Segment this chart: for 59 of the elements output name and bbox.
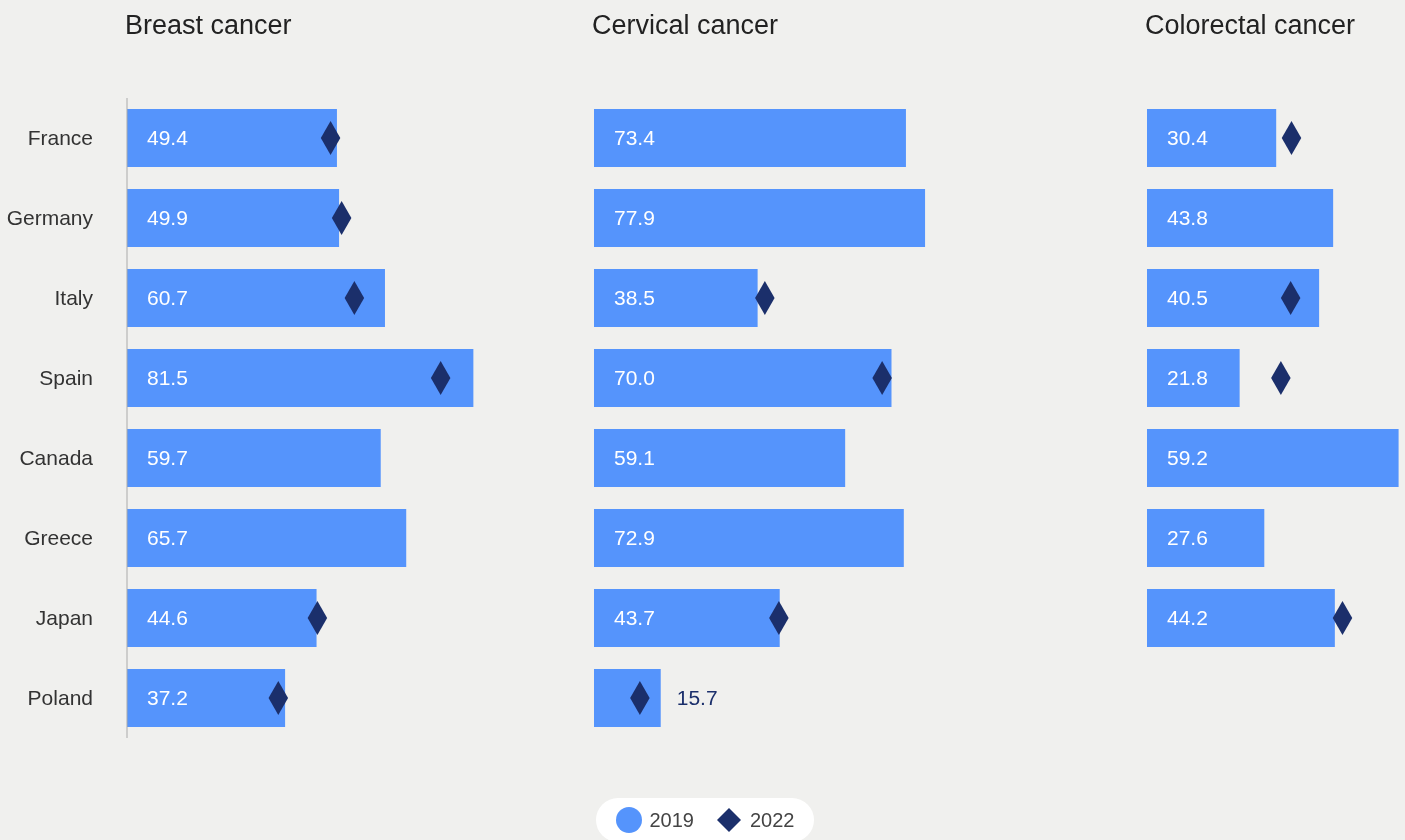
data-label: 59.2	[1167, 446, 1208, 469]
data-label: 43.8	[1167, 206, 1208, 229]
chart-title: Cervical cancer	[592, 10, 779, 41]
y-tick-label: Japan	[35, 606, 93, 630]
data-label: 43.7	[614, 605, 655, 629]
data-label: 73.4	[614, 126, 656, 150]
data-label: 37.2	[147, 686, 188, 709]
bar	[1147, 509, 1265, 567]
bar	[594, 109, 906, 168]
y-tick-label: Germany	[6, 206, 94, 230]
bar	[1147, 429, 1399, 487]
y-tick-label: Poland	[27, 686, 93, 710]
data-label: 49.9	[147, 206, 188, 229]
data-label: 72.9	[614, 525, 655, 549]
bar	[1147, 269, 1320, 327]
data-label: 27.6	[1167, 526, 1208, 549]
data-label: 60.7	[147, 286, 188, 309]
bar	[1147, 349, 1240, 407]
data-label: 59.7	[147, 446, 188, 469]
bar	[127, 589, 317, 647]
bar	[594, 349, 892, 407]
data-label: 15.7	[676, 685, 718, 709]
legend-label: 2022	[750, 808, 795, 832]
data-label: 65.7	[147, 526, 188, 549]
data-label: 40.5	[1167, 286, 1208, 309]
data-label: 44.2	[1167, 605, 1208, 629]
bar	[1147, 109, 1277, 167]
bar	[594, 269, 758, 327]
bar	[127, 429, 381, 487]
legend-label: 2019	[649, 808, 694, 832]
data-label: 44.6	[147, 606, 188, 629]
bar	[594, 668, 661, 727]
data-label: 21.8	[1167, 366, 1208, 389]
bar	[127, 269, 385, 327]
chart-title: Breast cancer	[125, 10, 292, 41]
data-label: 30.4	[1167, 126, 1209, 150]
data-label: 70.0	[614, 366, 655, 389]
bar	[127, 509, 407, 567]
data-label: 77.9	[614, 206, 655, 230]
bar	[127, 669, 286, 727]
bar	[594, 509, 904, 567]
data-label: 81.5	[147, 366, 188, 389]
bar	[127, 189, 340, 247]
chart-title: Colorectal cancer	[1145, 10, 1356, 41]
bar	[127, 109, 337, 167]
data-label: 49.4	[147, 126, 189, 149]
bar	[1147, 589, 1335, 647]
data-label: 38.5	[614, 286, 655, 309]
bar	[127, 349, 474, 407]
data-label: 59.1	[614, 446, 655, 469]
y-tick-label: Canada	[19, 446, 94, 470]
bar	[594, 189, 926, 247]
y-tick-label: Greece	[24, 526, 93, 550]
y-tick-label: Italy	[54, 286, 94, 310]
y-tick-label: France	[27, 126, 93, 150]
bar	[594, 429, 846, 487]
bar	[594, 588, 780, 647]
y-tick-label: Spain	[39, 366, 93, 390]
bar	[1147, 189, 1334, 247]
